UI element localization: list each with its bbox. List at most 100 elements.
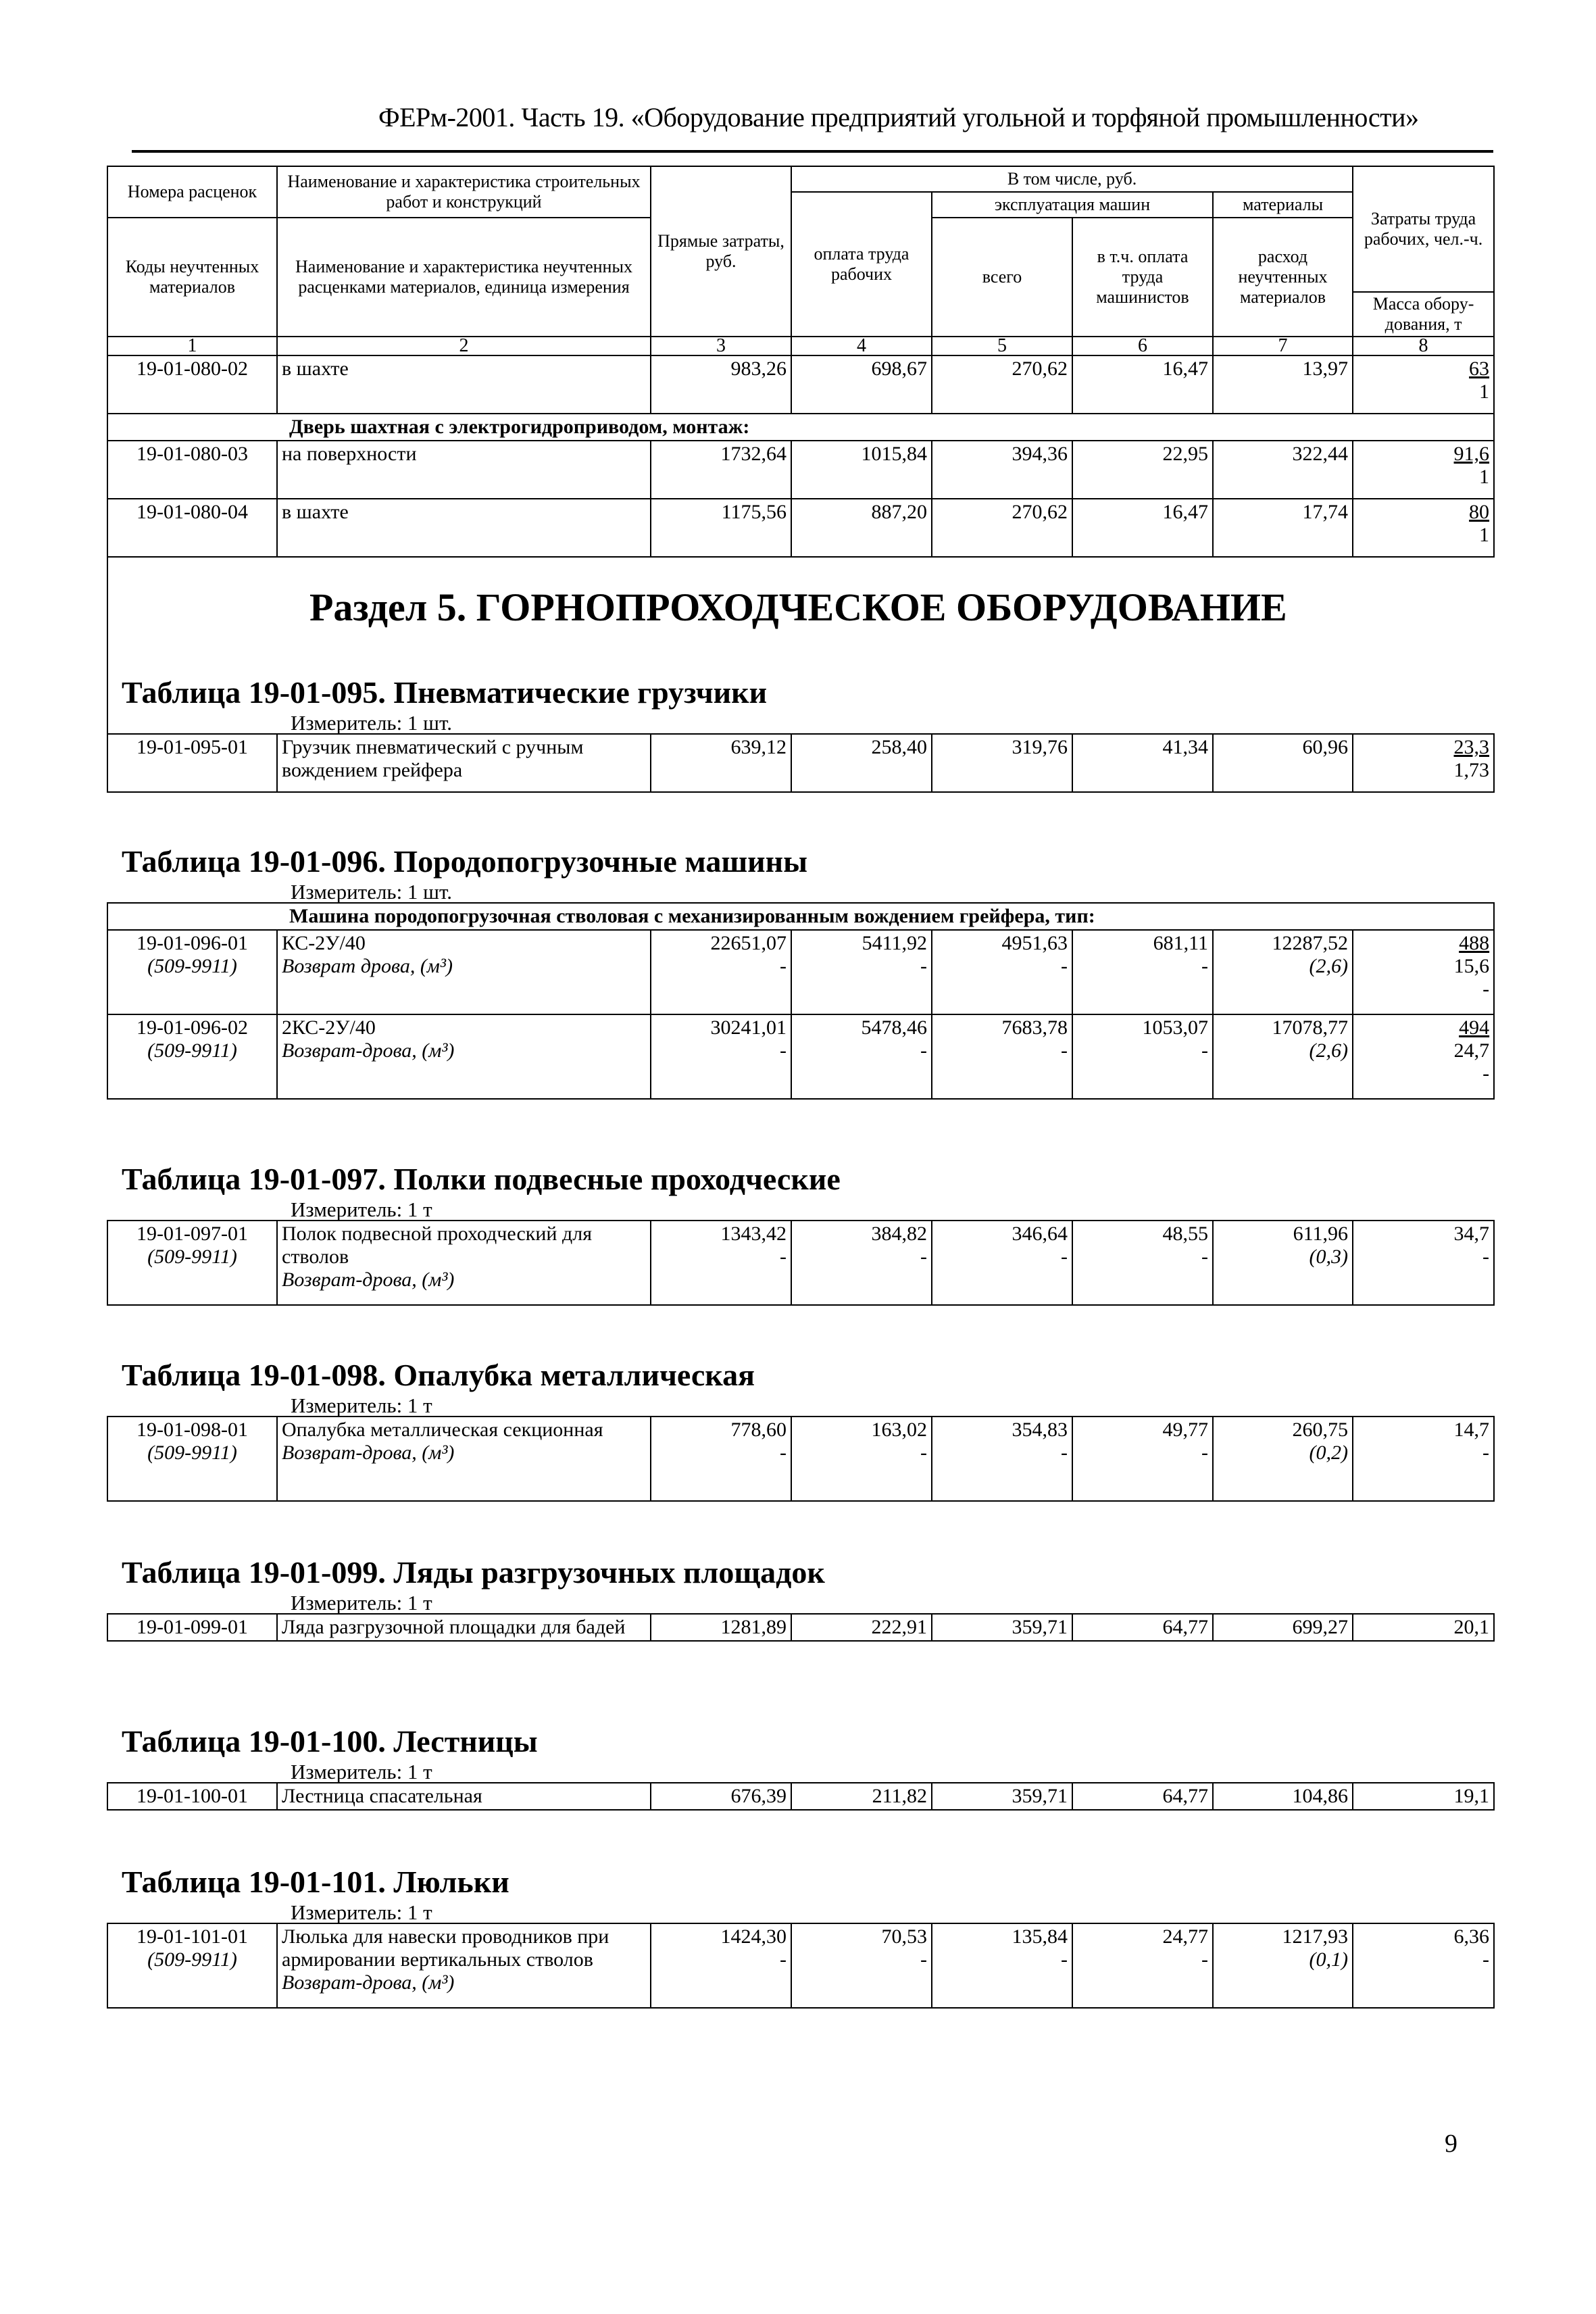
operator-pay-value: 48,55 xyxy=(1162,1223,1209,1245)
rate-code: 19-01-080-04 xyxy=(107,498,278,558)
cell-content: 1732,64 xyxy=(655,443,787,466)
labor-sub: - xyxy=(1482,978,1490,1000)
materials: 1217,93 (0,1) xyxy=(1212,1923,1353,2009)
labor-cell: 23,3 1,73 xyxy=(1352,733,1495,793)
col-header-equipment-mass: Масса обору-дования, т xyxy=(1352,291,1495,337)
cell-content: 49,77- xyxy=(1077,1419,1209,1464)
col-header-including: В том числе, руб. xyxy=(790,166,1354,193)
labor-sub: - xyxy=(1482,1246,1489,1268)
group-label: Машина породопогрузочная стволовая с мех… xyxy=(106,902,1495,931)
worker-pay: 163,02- xyxy=(791,1416,932,1502)
direct-costs: 1424,30- xyxy=(650,1923,792,2009)
machines-total-value: 359,71 xyxy=(1012,1785,1068,1807)
cell-content: 322,44 xyxy=(1218,443,1349,466)
operator-pay-sub: - xyxy=(1201,1039,1208,1062)
page-number: 9 xyxy=(1445,2130,1457,2158)
equipment-mass-value: 15,6 xyxy=(1453,955,1490,977)
labor-cell: 91,6 1 xyxy=(1352,440,1495,499)
cell-content: 698,67 xyxy=(796,358,928,380)
materials-value: 13,97 xyxy=(1302,358,1349,380)
cell-content: 7683,78- xyxy=(937,1016,1068,1062)
cell-content: 19-01-101-01 (509-9911) xyxy=(112,1925,272,1971)
direct-costs: 1175,56 xyxy=(650,498,792,558)
work-name-sub: Возврат-дрова, (м³) xyxy=(282,1269,455,1291)
machines-total-value: 346,64 xyxy=(1012,1223,1068,1245)
materials-value: 699,27 xyxy=(1292,1616,1349,1638)
labor-value: 14,7 xyxy=(1453,1419,1490,1441)
labor-value: 34,7 xyxy=(1453,1223,1490,1245)
rate-code: 19-01-080-02 xyxy=(107,355,278,414)
worker-pay-value: 384,82 xyxy=(871,1223,928,1245)
materials: 104,86 xyxy=(1212,1782,1353,1811)
direct-costs-value: 1281,89 xyxy=(720,1616,787,1638)
direct-costs-sub: - xyxy=(780,1039,787,1062)
rate-table-block: Таблица 19-01-096. Породопогрузочные маш… xyxy=(106,841,1495,1100)
operator-pay: 24,77- xyxy=(1072,1923,1214,2009)
materials-value: 1217,93 xyxy=(1282,1925,1349,1948)
direct-costs-value: 30241,01 xyxy=(710,1016,787,1039)
cell-content: 17078,77 (2,6) xyxy=(1218,1016,1349,1062)
operator-pay: 1053,07- xyxy=(1072,1014,1214,1100)
operator-pay-value: 16,47 xyxy=(1162,358,1209,380)
worker-pay: 887,20 xyxy=(791,498,932,558)
rate-code-sub: (509-9911) xyxy=(147,1039,237,1062)
table-title: Таблица 19-01-096. Породопогрузочные маш… xyxy=(122,844,808,879)
col-header-work-name: Наименование и характеристика строительн… xyxy=(276,166,651,218)
cell-content: 222,91 xyxy=(796,1616,928,1639)
unit-label: Измеритель: 1 т xyxy=(291,1198,432,1221)
rate-code: 19-01-098-01 (509-9911) xyxy=(107,1416,278,1502)
rate-code-value: 19-01-096-02 xyxy=(136,1016,248,1039)
cell-content: 12287,52 (2,6) xyxy=(1218,932,1349,978)
equipment-mass-value: 1 xyxy=(1479,524,1490,546)
work-name: в шахте xyxy=(276,498,651,558)
worker-pay: 1015,84 xyxy=(791,440,932,499)
operator-pay-sub: - xyxy=(1201,955,1208,977)
rate-table-block: Таблица 19-01-100. Лестницы Измеритель: 1… xyxy=(107,1721,1495,1811)
labor-value: 6,36 xyxy=(1453,1925,1490,1948)
machines-total-value: 359,71 xyxy=(1012,1616,1068,1638)
cell-content: 359,71 xyxy=(937,1616,1068,1639)
cell-content: 19-01-096-02 (509-9911) xyxy=(112,1016,272,1062)
machines-total-sub: - xyxy=(1061,1948,1068,1971)
unit-label: Измеритель: 1 шт. xyxy=(291,880,453,904)
materials-value: 611,96 xyxy=(1293,1223,1348,1245)
machines-total-value: 135,84 xyxy=(1012,1925,1068,1948)
cell-content: 1424,30- xyxy=(655,1925,787,1971)
materials-sub: (0,3) xyxy=(1309,1246,1348,1268)
direct-costs-sub: - xyxy=(780,1948,787,1971)
rate-code-value: 19-01-101-01 xyxy=(136,1925,248,1948)
worker-pay-value: 5478,46 xyxy=(861,1016,928,1039)
cell-content: Ляда разгрузочной площадки для бадей xyxy=(282,1616,646,1639)
machines-total: 354,83- xyxy=(931,1416,1073,1502)
direct-costs-value: 1343,42 xyxy=(720,1223,787,1245)
cell-content: 5411,92- xyxy=(796,932,927,978)
unit-label: Измеритель: 1 т xyxy=(291,1394,432,1417)
rate-code-value: 19-01-095-01 xyxy=(136,736,248,758)
running-header: ФЕРм-2001. Часть 19. «Оборудование предп… xyxy=(378,102,1419,132)
rate-table-block: Таблица 19-01-101. Люльки Измеритель: 1 т… xyxy=(107,1862,1495,2009)
machines-total-sub: - xyxy=(1061,1039,1068,1062)
rate-code-sub: (509-9911) xyxy=(147,1442,237,1464)
work-name-value: Полок подвесной проходческий для стволов xyxy=(282,1223,592,1268)
rate-code-sub: (509-9911) xyxy=(147,1246,237,1268)
machines-total-value: 354,83 xyxy=(1012,1419,1068,1441)
cell-content: 4951,63- xyxy=(937,932,1068,978)
cell-content: 19-01-099-01 xyxy=(112,1616,272,1639)
rate-table: Машина породопогрузочная стволовая с мех… xyxy=(106,902,1495,1100)
materials-value: 322,44 xyxy=(1292,443,1349,465)
work-name: Грузчик пневматический с ручным вождение… xyxy=(276,733,651,793)
col-header-material-codes: Коды неучтенных материалов xyxy=(107,217,278,337)
cell-content: 19-01-080-03 xyxy=(112,443,272,466)
cell-content: 676,39 xyxy=(655,1785,787,1808)
equipment-mass-value: 1 xyxy=(1479,380,1490,403)
cell-content: 346,64- xyxy=(937,1223,1068,1269)
rate-code-value: 19-01-097-01 xyxy=(136,1223,248,1245)
cell-content: 14,7- xyxy=(1357,1419,1490,1464)
operator-pay: 64,77 xyxy=(1072,1782,1214,1811)
cell-content: 16,47 xyxy=(1077,358,1209,380)
machines-total-value: 270,62 xyxy=(1012,358,1068,380)
main-rates-table: Номера расценок Наименование и характери… xyxy=(106,166,1495,558)
operator-pay: 16,47 xyxy=(1072,498,1214,558)
group-label: Дверь шахтная с электрогидроприводом, мо… xyxy=(106,413,1495,441)
materials-value: 60,96 xyxy=(1302,736,1349,758)
